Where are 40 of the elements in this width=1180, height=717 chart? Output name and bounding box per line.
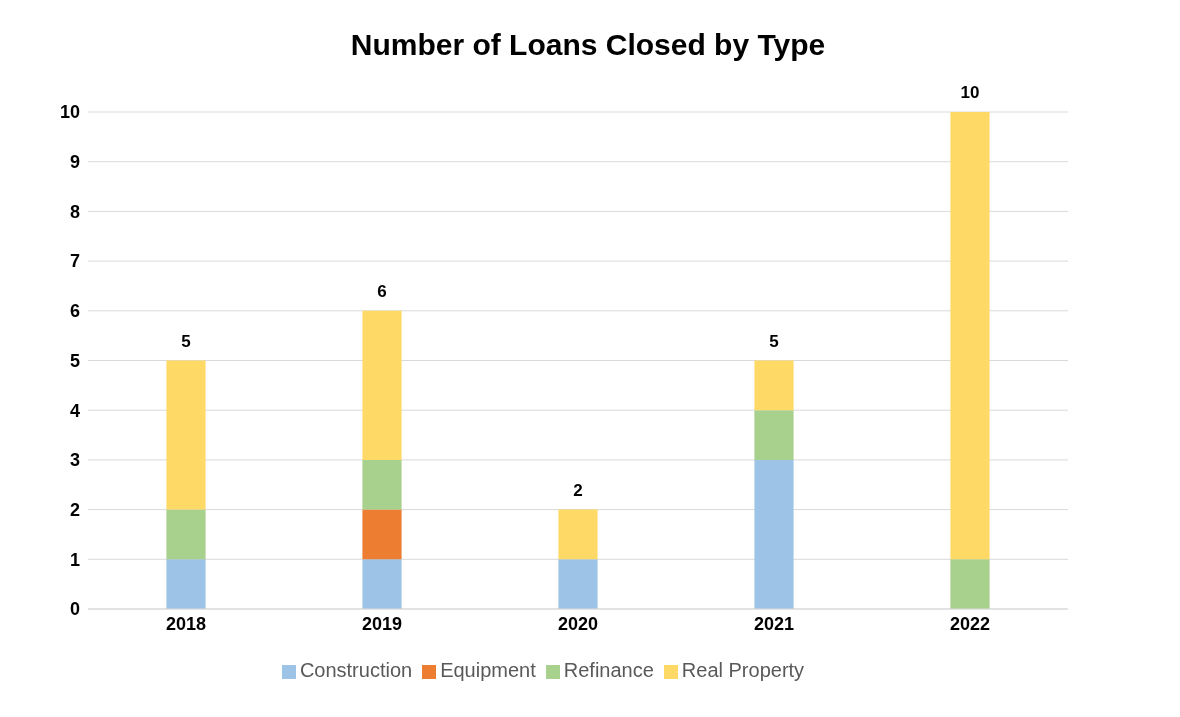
legend-label: Construction [299,659,413,681]
x-tick-label: 2021 [753,613,795,634]
legend-label: Refinance [563,659,654,681]
y-tick-label: 3 [69,450,80,471]
bar [362,509,402,560]
bar [166,509,206,560]
y-tick-label: 1 [69,549,80,570]
y-tick-label: 5 [69,350,80,371]
bar [362,459,402,510]
y-tick-label: 4 [69,400,80,421]
legend-label: Equipment [440,659,536,681]
bar [362,310,402,460]
legend-label: Real Property [681,659,805,681]
bar [754,459,794,609]
total-label: 2 [573,480,583,500]
bar [754,410,794,460]
x-tick-label: 2018 [165,613,207,634]
y-tick-label: 6 [69,301,80,322]
bar [754,360,794,411]
chart-title: Number of Loans Closed by Type [349,28,827,62]
bar [950,559,990,609]
y-tick-label: 7 [69,251,80,272]
x-tick-label: 2019 [361,613,403,634]
bar [558,559,598,609]
bar [362,559,402,609]
y-tick-label: 2 [69,499,80,520]
total-label: 6 [377,281,387,301]
bar [166,559,206,609]
y-tick-label: 9 [69,152,80,173]
x-tick-label: 2022 [949,613,991,634]
total-label: 10 [960,83,980,102]
x-tick-label: 2020 [557,613,599,634]
y-tick-label: 0 [69,599,80,620]
total-label: 5 [181,331,191,351]
y-tick-label: 8 [69,201,80,222]
total-label: 5 [769,331,779,351]
bar [558,509,598,560]
y-tick-label: 10 [59,102,80,123]
bar [950,112,990,560]
bar [166,360,206,510]
